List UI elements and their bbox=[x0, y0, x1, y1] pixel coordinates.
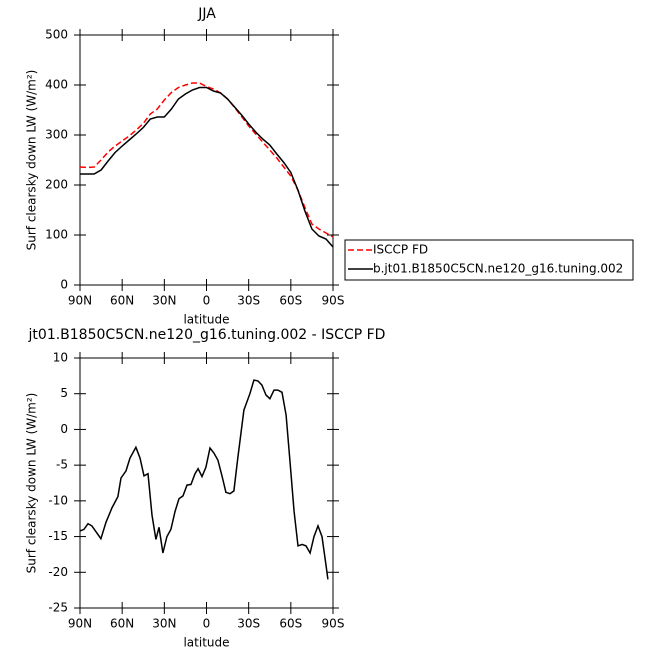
x-tick-label: 90S bbox=[322, 617, 345, 631]
x-tick-label: 90N bbox=[68, 294, 92, 308]
y-axis-label: Surf clearsky down LW (W/m²) bbox=[25, 70, 39, 251]
y-tick-label: 100 bbox=[45, 228, 68, 242]
y-tick-label: -10 bbox=[48, 493, 68, 507]
y-axis-label: Surf clearsky down LW (W/m²) bbox=[25, 393, 39, 574]
x-tick-label: 30S bbox=[237, 294, 260, 308]
x-tick-label: 60S bbox=[279, 617, 302, 631]
data-line bbox=[79, 82, 334, 238]
legend-box bbox=[344, 239, 634, 281]
x-tick-label: 0 bbox=[203, 294, 211, 308]
x-tick-label: 60S bbox=[279, 294, 302, 308]
plot-frame bbox=[79, 34, 334, 286]
x-axis-label: latitude bbox=[183, 313, 229, 327]
y-tick-label: 200 bbox=[45, 178, 68, 192]
plot-frame bbox=[79, 357, 334, 609]
x-tick-label: 30N bbox=[152, 294, 176, 308]
y-tick-label: -15 bbox=[48, 529, 68, 543]
legend-label: ISCCP FD bbox=[373, 243, 428, 257]
x-tick-label: 90S bbox=[322, 294, 345, 308]
y-tick-label: 5 bbox=[60, 386, 68, 400]
x-tick-label: 60N bbox=[110, 617, 134, 631]
x-axis-label: latitude bbox=[183, 636, 229, 650]
y-tick-label: -25 bbox=[48, 601, 68, 615]
x-tick-label: 60N bbox=[110, 294, 134, 308]
x-tick-label: 90N bbox=[68, 617, 92, 631]
y-tick-label: 300 bbox=[45, 128, 68, 142]
y-tick-label: 0 bbox=[60, 422, 68, 436]
y-tick-label: -20 bbox=[48, 565, 68, 579]
y-tick-label: 0 bbox=[60, 278, 68, 292]
y-tick-label: 10 bbox=[53, 351, 68, 365]
y-tick-label: 400 bbox=[45, 78, 68, 92]
y-tick-label: -5 bbox=[56, 458, 68, 472]
chart-title: jt01.B1850C5CN.ne120_g16.tuning.002 - IS… bbox=[28, 327, 386, 343]
data-line bbox=[79, 379, 329, 580]
data-line bbox=[80, 86, 334, 248]
x-tick-label: 0 bbox=[203, 617, 211, 631]
chart-title: JJA bbox=[197, 6, 216, 22]
legend-label: b.jt01.B1850C5CN.ne120_g16.tuning.002 bbox=[373, 262, 623, 276]
y-tick-label: 500 bbox=[45, 28, 68, 42]
x-tick-label: 30S bbox=[237, 617, 260, 631]
x-tick-label: 30N bbox=[152, 617, 176, 631]
